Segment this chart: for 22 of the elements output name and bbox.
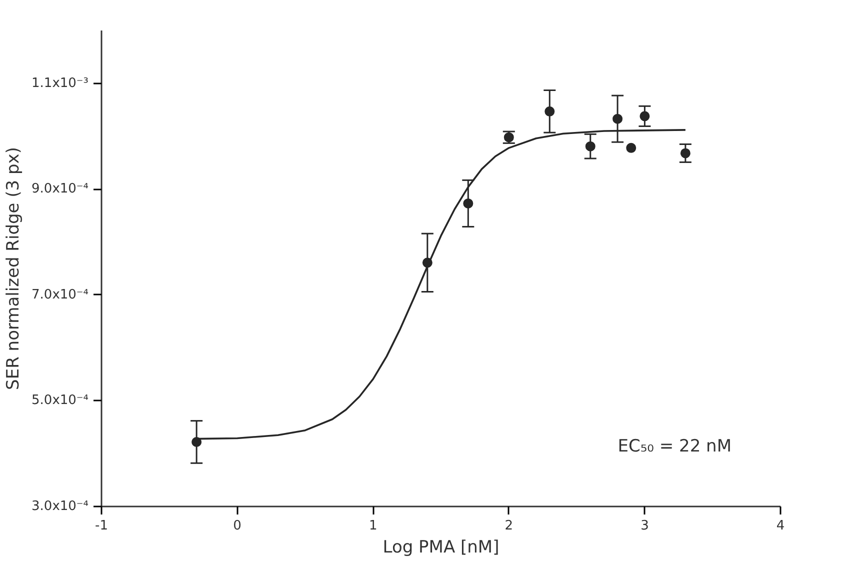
x-tick-label: 4 (776, 518, 785, 534)
point (585, 141, 596, 152)
y-tick-label: 5.0x10⁻⁴ (32, 393, 88, 408)
point (612, 114, 623, 124)
x-tick-label: 0 (233, 518, 242, 534)
x-tick-label: 1 (368, 518, 378, 534)
annotation: EC₅₀ = 22 nM (618, 436, 732, 456)
point (626, 142, 636, 153)
point (680, 148, 690, 158)
y-tick-label: 1.1x10⁻³ (32, 76, 88, 91)
point (640, 111, 650, 122)
point (463, 198, 474, 208)
x-tick-label: 3 (640, 518, 649, 534)
y-tick-label: 7.0x10⁻⁴ (32, 287, 88, 302)
point (544, 106, 555, 116)
point (192, 436, 202, 447)
y-tick-label: 3.0x10⁻⁴ (32, 499, 88, 514)
y-axis-title: SER normalized Ridge (3 px) (4, 147, 24, 390)
x-tick-label: -1 (95, 518, 108, 534)
x-tick-label: 2 (504, 518, 514, 534)
x-axis-title: Log PMA [nM] (382, 538, 500, 558)
y-tick-label: 9.0x10⁻⁴ (32, 182, 88, 197)
